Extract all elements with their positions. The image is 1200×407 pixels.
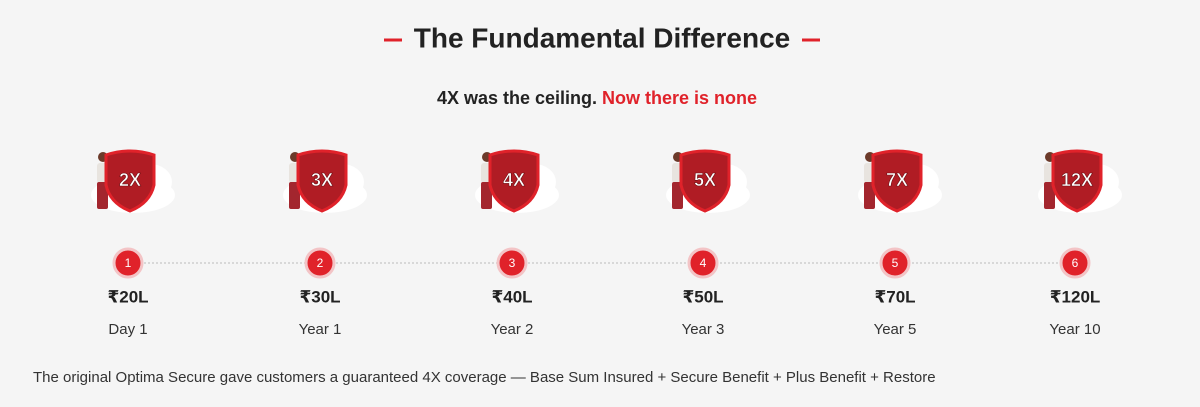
step-number: 6 [1072, 256, 1079, 270]
step-number: 2 [317, 256, 324, 270]
step-icon: 3X [283, 149, 367, 213]
step-icon: 2X [91, 149, 175, 213]
step-circle [112, 247, 144, 279]
shield [871, 149, 923, 213]
multiplier: 5X [694, 170, 716, 190]
subtitle: 4X was the ceiling. Now there is none [437, 88, 757, 108]
step-circle [496, 247, 528, 279]
person-pants [97, 182, 108, 209]
period: Year 2 [491, 321, 534, 338]
title: The Fundamental Difference [414, 22, 791, 53]
step-icon: 12X [1038, 149, 1122, 213]
multiplier: 3X [311, 170, 333, 190]
period: Year 1 [299, 321, 342, 338]
step-number: 3 [509, 256, 516, 270]
step-icon: 5X [666, 149, 750, 213]
person-pants [289, 182, 300, 209]
subtitle-highlight: Now there is none [602, 88, 757, 108]
amount: ₹40L [491, 287, 532, 306]
step-circle [879, 247, 911, 279]
step-circle [687, 247, 719, 279]
amount: ₹120L [1050, 287, 1101, 306]
subtitle-lead: 4X was the ceiling. [437, 88, 597, 108]
shield [296, 149, 348, 213]
person-pants [1044, 182, 1055, 209]
amount: ₹30L [299, 287, 340, 306]
shield [104, 149, 156, 213]
multiplier: 7X [886, 170, 908, 190]
step-icon: 7X [858, 149, 942, 213]
period: Year 10 [1049, 321, 1100, 338]
period: Year 3 [682, 321, 725, 338]
multiplier: 2X [119, 170, 141, 190]
period: Day 1 [108, 321, 147, 338]
person-pants [864, 182, 875, 209]
amount: ₹20L [107, 287, 148, 306]
multiplier: 12X [1061, 170, 1093, 190]
step-number: 1 [125, 256, 132, 270]
amount: ₹70L [874, 287, 915, 306]
period: Year 5 [874, 321, 917, 338]
person-pants [672, 182, 683, 209]
step-number: 4 [700, 256, 707, 270]
step-number: 5 [892, 256, 899, 270]
amount: ₹50L [682, 287, 723, 306]
step-circle [304, 247, 336, 279]
step-icon: 4X [475, 149, 559, 213]
footer-text: The original Optima Secure gave customer… [33, 369, 936, 386]
shield [488, 149, 540, 213]
shield [679, 149, 731, 213]
shield [1051, 149, 1103, 213]
step-circle [1059, 247, 1091, 279]
person-pants [481, 182, 492, 209]
multiplier: 4X [503, 170, 525, 190]
